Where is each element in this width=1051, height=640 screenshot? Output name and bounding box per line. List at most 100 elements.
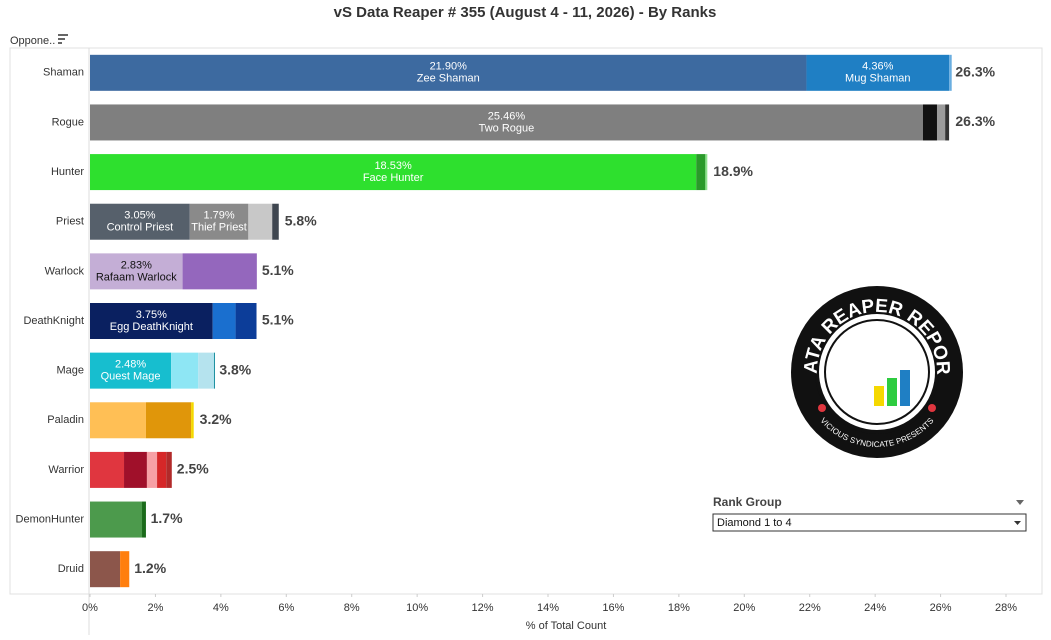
segment-value-label: 18.53% [374,160,412,172]
x-axis-label: % of Total Count [526,620,607,632]
segment-value-label: 2.83% [121,259,152,271]
bar-segment [949,54,952,91]
x-tick-label: 10% [406,602,428,614]
total-label: 3.8% [219,361,251,377]
x-tick-label: 28% [995,602,1017,614]
x-tick-label: 14% [537,602,559,614]
bar-segment [922,104,937,141]
total-label: 5.8% [285,212,317,228]
x-tick-label: 16% [602,602,624,614]
category-label: Warlock [45,265,85,277]
total-label: 1.7% [151,510,183,526]
segment-value-label: 4.36% [862,61,893,73]
filter-title: Rank Group [713,495,782,509]
category-label: Shaman [43,67,84,79]
bar-segment [235,303,257,339]
bar-segment [90,303,213,339]
segment-name-label: Thief Priest [191,222,247,234]
x-tick-label: 20% [733,602,755,614]
segment-name-label: Zee Shaman [417,73,480,85]
x-tick-label: 2% [147,602,163,614]
bar-segment [90,54,807,91]
total-label: 5.1% [262,312,294,328]
x-tick-label: 18% [668,602,690,614]
total-label: 26.3% [955,113,995,129]
total-label: 2.5% [177,461,209,477]
x-tick-label: 8% [344,602,360,614]
bar-segment [90,551,121,588]
bar-segment [806,54,950,91]
chart-title: vS Data Reaper # 355 (August 4 - 11, 202… [334,4,717,21]
segment-name-label: Rafaam Warlock [96,271,177,283]
bar-segment [90,402,146,439]
bar-segment [142,501,146,538]
segment-name-label: Two Rogue [479,122,535,134]
category-label: Paladin [47,414,84,426]
segment-value-label: 1.79% [203,210,234,222]
y-axis-label: Oppone.. [10,35,55,47]
filter-dropdown[interactable] [712,513,1027,532]
segment-name-label: Egg DeathKnight [110,321,193,333]
x-tick-label: 24% [864,602,886,614]
bar-segment [157,451,167,488]
total-label: 5.1% [262,262,294,278]
category-label: DemonHunter [16,513,85,525]
sort-icon[interactable] [58,34,68,44]
plot-border [9,47,1043,595]
category-label: Mage [56,365,84,377]
bar-segment [90,451,125,488]
dropdown-arrow [1014,521,1021,525]
bar-segment [212,303,236,339]
bar-segment [90,352,172,389]
bar-segment [145,402,192,439]
bar-segment [189,203,249,240]
bar-segment [705,154,708,191]
segment-value-label: 3.05% [124,210,155,222]
bar-segment [272,203,279,240]
bar-segment [120,551,130,588]
bar-segment [90,501,143,538]
bar-segment [191,402,194,439]
bar-segment [90,104,923,141]
category-label: Druid [58,563,84,575]
bar-segment [213,352,215,389]
category-label: DeathKnight [23,315,84,327]
bar-segment [936,104,946,141]
segment-name-label: Face Hunter [363,172,424,184]
rank-filter: Rank Group Diamond 1 to 4 [712,495,1027,532]
segment-name-label: Control Priest [107,222,174,234]
segment-value-label: 25.46% [488,110,526,122]
segment-value-label: 2.48% [115,359,146,371]
bar-segment [146,451,158,488]
segment-value-label: 21.90% [430,61,468,73]
bar-segment [124,451,147,488]
x-tick-label: 4% [213,602,229,614]
bar-segment [198,352,214,389]
x-tick-label: 12% [472,602,494,614]
segment-name-label: Quest Mage [101,371,161,383]
bar-segment [90,253,183,290]
bar-segment [696,154,706,191]
category-label: Warrior [48,464,84,476]
total-label: 1.2% [134,560,166,576]
bar-segment [171,352,199,389]
x-tick-label: 6% [278,602,294,614]
x-tick-label: 26% [930,602,952,614]
total-label: 3.2% [200,411,232,427]
x-tick-label: 0% [82,602,98,614]
bar-segment [166,451,172,488]
bar-segment [90,154,697,191]
bar-segment [90,203,190,240]
x-tick-label: 22% [799,602,821,614]
total-label: 18.9% [713,163,753,179]
segment-value-label: 3.75% [136,309,167,321]
total-label: 26.3% [955,64,995,80]
category-label: Priest [56,216,84,228]
filter-menu[interactable] [1016,500,1024,505]
bar-segment [248,203,273,240]
bar-segment [945,104,950,141]
segment-name-label: Mug Shaman [845,73,910,85]
category-label: Rogue [52,116,84,128]
